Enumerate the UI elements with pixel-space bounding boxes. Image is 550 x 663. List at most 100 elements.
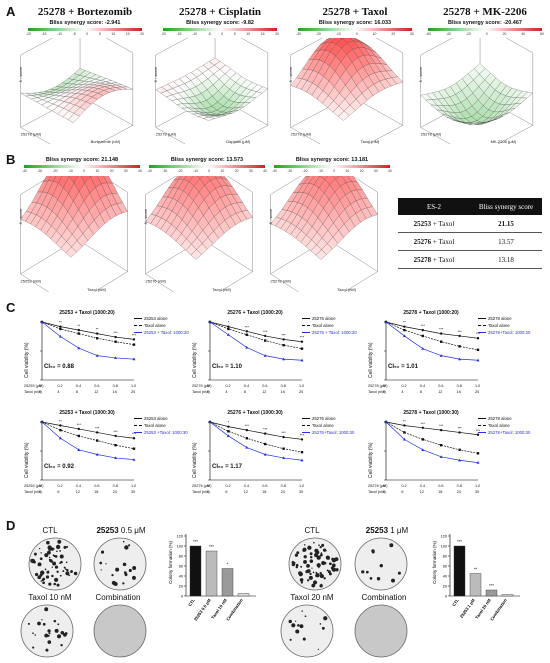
colony: [317, 648, 319, 650]
data-point: [245, 345, 249, 349]
colorbar-tick: -30: [287, 169, 293, 173]
data-point: [403, 328, 406, 332]
colorbar-tick: 40: [388, 169, 392, 173]
colorbar-tick: 0: [485, 32, 488, 36]
data-point: [132, 338, 136, 341]
dish-rim: [280, 604, 334, 658]
colorbar-tick: 40: [263, 169, 267, 173]
significance-mark: ***: [421, 324, 426, 328]
x-tick-label: 0: [207, 484, 210, 488]
category-label: 25253 0.5 μM: [193, 597, 212, 621]
bar: [485, 589, 498, 597]
colorbar: [274, 165, 390, 168]
x-tick-label: 12: [419, 490, 425, 494]
x-tick-label: 18: [262, 490, 267, 494]
surface-z-axis-label: δ - score: [143, 208, 148, 224]
data-point: [282, 344, 285, 347]
colony: [115, 567, 120, 572]
x-row-label: Taxol (nM): [192, 390, 210, 394]
x-tick-label: 1.0: [131, 484, 137, 488]
colorbar-tick: 20: [502, 32, 507, 36]
colorbar-tick: 5: [98, 32, 101, 36]
bliss-score-label: Bliss synergy score: -20.467: [448, 20, 522, 26]
colorbar-tick: -15: [176, 32, 182, 36]
colorbar-tick: -40: [147, 169, 152, 173]
surface-y-axis-label: 25278 (nM): [271, 279, 292, 284]
legend-swatch: [478, 425, 486, 426]
colony: [53, 619, 57, 623]
colony: [53, 582, 57, 586]
colorbar-ticks: -30 -20 -10 0 10 20 30: [296, 32, 414, 36]
data-point: [114, 340, 117, 343]
significance-mark: **: [77, 324, 80, 328]
data-point: [226, 333, 230, 336]
surface-z-axis-label: δ - score: [18, 208, 23, 224]
colony: [56, 550, 58, 553]
y-tick-label: 100: [441, 544, 447, 548]
data-point: [263, 452, 267, 456]
dish-rim: [20, 604, 74, 658]
x-tick-label: 0.6: [438, 384, 444, 388]
colony: [321, 560, 326, 566]
colony: [333, 557, 337, 562]
colorbar-tick: -10: [57, 32, 62, 36]
colony: [315, 571, 318, 574]
viability-chart: *************: [208, 420, 305, 481]
y-tick-label: 120: [441, 534, 447, 538]
data-point: [226, 434, 230, 438]
data-point: [245, 445, 249, 449]
significance-mark: ***: [77, 423, 82, 427]
colony: [30, 558, 35, 563]
surface-x-axis-label: Bortezomib (nM): [91, 139, 121, 144]
colony: [304, 615, 307, 618]
table-combo-rest: + Taxol: [431, 237, 455, 246]
x-tick-label: 1.0: [475, 384, 481, 388]
x-tick-label: 20: [475, 390, 480, 394]
colorbar: [28, 28, 142, 31]
data-point: [132, 343, 136, 346]
table-header-row: ES-2 Bliss synergy score: [398, 198, 542, 215]
category-label: Combination: [225, 597, 244, 621]
colony: [326, 569, 329, 572]
x-tick-label: 1.0: [299, 384, 305, 388]
x-row-label: 25278 (μM): [368, 484, 388, 488]
data-point: [208, 320, 212, 324]
significance-mark: **: [403, 321, 406, 325]
x-tick-label: 0.4: [75, 384, 82, 388]
x-tick-label: 0.2: [225, 384, 231, 388]
x-tick-label: 0.8: [456, 484, 462, 488]
colony: [310, 555, 313, 559]
data-point: [114, 444, 117, 447]
significance-mark: ***: [245, 424, 250, 428]
legend-label: Taxol alone: [488, 423, 510, 428]
petri-dish-image: [280, 604, 334, 658]
x-tick-label: 0.6: [262, 384, 268, 388]
x-row-drug: 25278 (μM): [368, 384, 388, 388]
colony: [62, 570, 65, 573]
dish-label-taxol: Taxol 10 nM: [28, 593, 72, 602]
significance-mark: ***: [281, 431, 286, 435]
surface-x-axis-label: Taxol (nM): [361, 139, 380, 144]
table-score: 13.57: [498, 237, 514, 246]
colony: [111, 580, 116, 585]
colony: [132, 575, 136, 580]
colony: [302, 548, 306, 552]
data-point: [384, 320, 388, 324]
data-point: [421, 426, 424, 429]
x-tick-label: 0: [39, 390, 42, 394]
box-top: [420, 38, 533, 56]
colorbar-tick: -10: [335, 32, 341, 36]
colony: [313, 580, 318, 585]
data-point: [421, 448, 425, 451]
colony: [294, 553, 298, 557]
x-row-label: Taxol (nM): [368, 390, 386, 394]
significance-mark: ***: [300, 336, 305, 340]
colorbar-ticks: -40 -30 -20 -10 0 10 20 30 40: [272, 169, 392, 173]
colorbar-tick: 10: [372, 32, 377, 36]
y-tick-label: 0: [181, 594, 183, 598]
surface-cell: [315, 249, 327, 260]
box-top: [155, 38, 268, 56]
series-line: [209, 321, 303, 361]
colorbar-tick: 10: [95, 169, 100, 173]
significance-mark: ***: [476, 429, 481, 433]
